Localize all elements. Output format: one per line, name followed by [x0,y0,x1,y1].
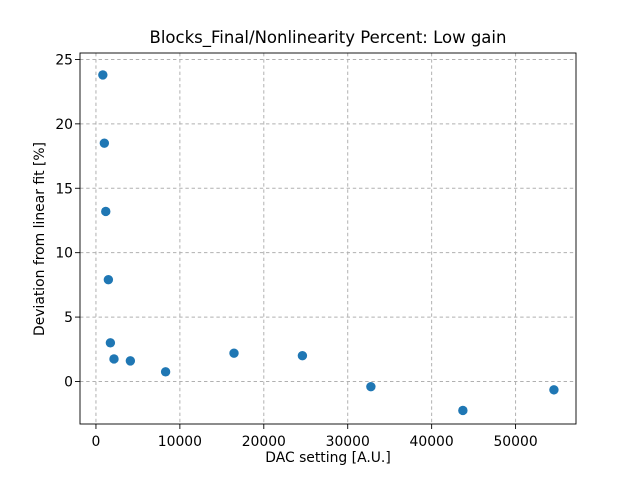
data-point [458,405,468,416]
y-axis-label: Deviation from linear fit [%] [32,142,48,336]
y-tick-label: 0 [64,374,73,390]
y-tick-label: 15 [55,181,73,197]
data-point [109,354,119,364]
data-point [297,351,308,361]
y-tick-label: 20 [55,117,73,133]
x-tick-label: 20000 [242,434,286,450]
y-tick-label: 5 [64,310,73,326]
data-point [98,70,108,80]
axis-ticks [75,58,517,429]
data-point [549,385,559,395]
chart-title: Blocks_Final/Nonlinearity Percent: Low g… [150,28,507,48]
x-tick-label: 0 [92,434,101,450]
x-axis-label: DAC setting [A.U.] [265,450,391,466]
plot-border [79,52,577,425]
x-tick-label: 40000 [410,434,454,450]
data-point [99,138,110,148]
x-tick-label: 30000 [326,434,370,450]
tick-labels: 0 10000 20000 30000 40000 50000 0 5 10 15 20 25 [55,52,537,450]
data-point [160,367,171,377]
x-tick-label: 10000 [158,434,202,450]
x-tick-label: 50000 [493,434,537,450]
data-point [103,275,114,285]
data-point [366,381,376,392]
data-point [101,206,111,217]
grid-lines [80,53,576,424]
data-points [98,70,559,416]
y-tick-label: 10 [55,246,73,262]
data-point [229,348,239,358]
y-tick-label: 25 [55,52,73,68]
data-point [125,356,136,366]
data-point [105,338,116,348]
